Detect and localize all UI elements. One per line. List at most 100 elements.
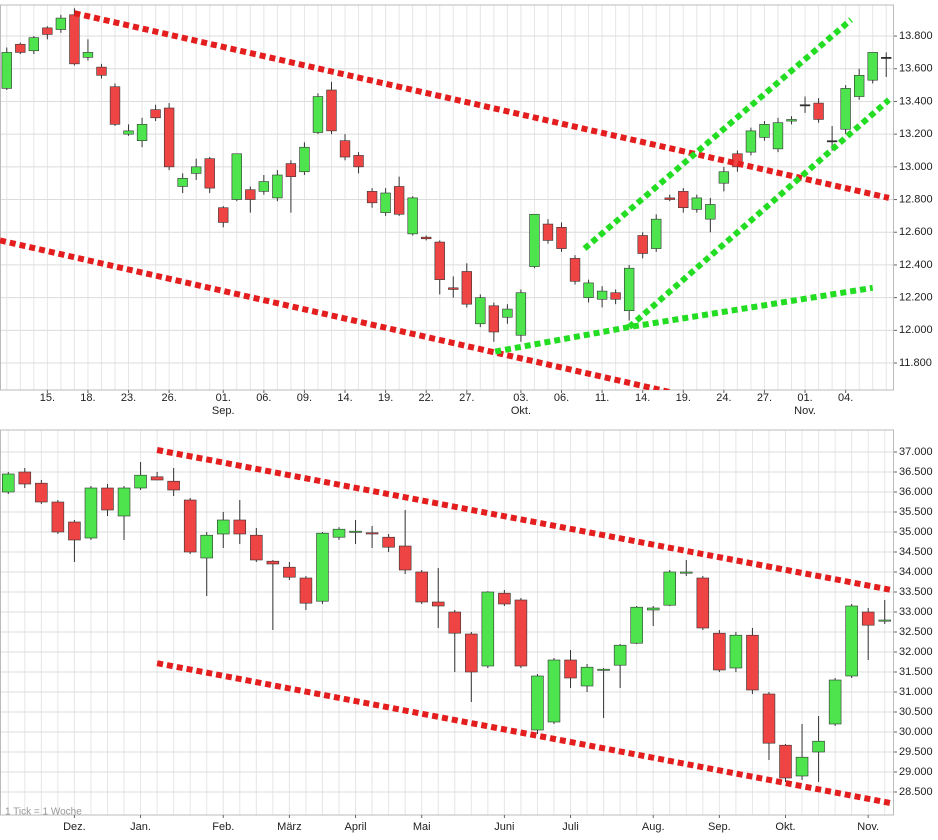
candle-body <box>861 611 875 626</box>
candle-body <box>448 611 462 634</box>
candle-body <box>299 577 313 604</box>
candle-body <box>718 171 730 184</box>
candle-body <box>69 14 80 65</box>
y-tick-label: 12.000 <box>899 324 933 336</box>
y-tick-label: 31.000 <box>899 686 933 698</box>
candle-body <box>878 619 891 622</box>
candle-body <box>326 89 337 132</box>
candle-body <box>514 599 528 667</box>
plot-frame <box>0 429 894 816</box>
trend-line <box>494 284 874 355</box>
candle-body <box>272 174 283 199</box>
candle-body <box>245 189 256 200</box>
trend-line <box>156 660 892 807</box>
x-tick-label: Nov. <box>857 821 879 833</box>
x-tick-label: Dez. <box>63 821 86 833</box>
candle-body <box>84 487 98 539</box>
candle-body <box>96 66 107 76</box>
candle-body <box>28 37 39 52</box>
candle-body <box>696 577 710 629</box>
candle-body <box>651 218 662 249</box>
candle-body <box>813 102 824 120</box>
y-tick-label: 33.000 <box>899 606 933 618</box>
x-tick-label: 26. <box>161 392 176 404</box>
y-tick-label: 13.400 <box>899 95 933 107</box>
x-tick-label: 01. <box>216 392 231 404</box>
candle-body <box>68 521 81 541</box>
trend-line <box>627 97 891 330</box>
candle-body <box>691 197 702 210</box>
candle-body <box>746 634 759 691</box>
annotation: 1 Tick = 1 Woche <box>5 807 82 818</box>
y-tick-label: 36.500 <box>899 466 933 478</box>
candle-body <box>109 86 121 125</box>
candle-body <box>610 292 621 300</box>
x-tick-label: 23. <box>121 392 136 404</box>
candle-body <box>646 607 660 611</box>
candle-body <box>772 122 784 150</box>
y-tick-label: 12.800 <box>899 193 933 205</box>
candle-body <box>828 679 842 725</box>
x-tick-label: 14. <box>635 392 650 404</box>
y-tick-label: 32.000 <box>899 646 933 658</box>
candle-body <box>705 204 716 220</box>
plot-area <box>0 430 893 815</box>
x-tick-label: 09. <box>297 392 312 404</box>
candle-body <box>596 290 608 300</box>
candle-body <box>799 104 811 107</box>
candle-body <box>163 107 175 168</box>
x-tick-label: 24. <box>716 392 731 404</box>
x-month-label: Okt. <box>511 405 531 417</box>
x-tick-label: 06. <box>256 392 271 404</box>
candle-body <box>637 235 648 254</box>
candle-body <box>613 644 627 666</box>
y-tick-label: 37.000 <box>899 446 933 458</box>
candle-body <box>312 96 324 133</box>
candle-body <box>177 177 188 187</box>
candle-body <box>150 109 161 119</box>
y-tick-label: 35.500 <box>899 506 933 518</box>
candle-body <box>136 124 148 141</box>
y-tick-label: 32.500 <box>899 626 933 638</box>
candle-body <box>218 207 229 223</box>
y-tick-label: 12.600 <box>899 226 933 238</box>
y-tick-label: 35.000 <box>899 526 933 538</box>
candle-body <box>583 282 594 298</box>
candle-body <box>564 659 577 679</box>
candle-body <box>678 191 689 209</box>
candle-body <box>421 236 432 240</box>
candle-body <box>845 605 858 677</box>
candle-body <box>398 545 412 571</box>
y-tick-label: 12.400 <box>899 259 933 271</box>
y-tick-label: 11.800 <box>899 357 932 369</box>
candle-body <box>204 158 215 189</box>
candle-body <box>488 305 500 333</box>
x-tick-label: 14. <box>337 392 352 404</box>
y-tick-label: 29.500 <box>899 746 933 758</box>
x-tick-label: Okt. <box>775 821 795 833</box>
candle-body <box>82 52 94 58</box>
candle-body <box>216 519 230 535</box>
x-tick-label: Mai <box>413 821 431 833</box>
x-tick-label: Feb. <box>212 821 234 833</box>
candle-body <box>266 560 280 565</box>
candle-body <box>630 606 643 644</box>
candle-body <box>867 52 878 81</box>
y-tick-label: 13.800 <box>899 30 933 42</box>
candle-body <box>854 74 865 97</box>
candle-body <box>580 666 594 687</box>
x-month-label: Sep. <box>212 405 235 417</box>
candle-body <box>2 473 15 493</box>
candle-body <box>316 532 329 602</box>
candle-body <box>569 258 581 282</box>
candle-body <box>531 675 544 731</box>
candle-body <box>547 659 561 723</box>
x-tick-label: 19. <box>676 392 691 404</box>
candle-body <box>434 241 445 280</box>
x-tick-label: Aug. <box>642 821 665 833</box>
candle-body <box>556 227 567 249</box>
candle-body <box>431 601 445 607</box>
x-month-label: Nov. <box>794 405 816 417</box>
x-tick-label: Sep. <box>708 821 731 833</box>
